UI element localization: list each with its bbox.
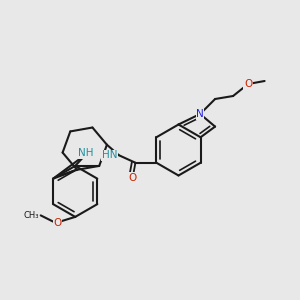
Text: HN: HN (102, 150, 117, 160)
Text: NH: NH (78, 148, 94, 158)
Text: N: N (196, 109, 204, 119)
Text: O: O (53, 218, 61, 228)
Text: O: O (128, 173, 136, 183)
Text: O: O (244, 79, 252, 89)
Text: CH₃: CH₃ (24, 211, 39, 220)
